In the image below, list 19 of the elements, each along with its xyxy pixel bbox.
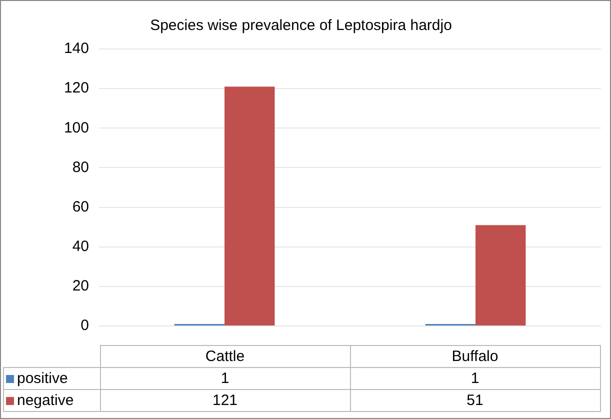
data-label: 1 (100, 368, 350, 390)
y-tick-label: 140 (64, 40, 89, 58)
legend-label: negative (4, 390, 100, 412)
x-tick-label: Cattle (100, 346, 350, 368)
y-tick-label: 60 (72, 198, 89, 216)
bar (224, 86, 275, 326)
chart-title: Species wise prevalence of Leptospira hardjo (150, 17, 452, 34)
legend-label: positive (4, 368, 100, 390)
bar (476, 225, 526, 326)
x-tick-label: Buffalo (350, 346, 600, 368)
y-tick-label: 120 (64, 80, 89, 97)
data-label: 121 (100, 390, 350, 412)
data-label: 51 (350, 390, 600, 412)
y-tick-label: 20 (72, 278, 89, 295)
y-tick-label: 80 (72, 158, 89, 176)
y-tick-label: 0 (80, 317, 89, 334)
data-label: 1 (350, 368, 600, 390)
y-tick-label: 100 (64, 119, 89, 136)
y-tick-label: 40 (72, 238, 89, 255)
